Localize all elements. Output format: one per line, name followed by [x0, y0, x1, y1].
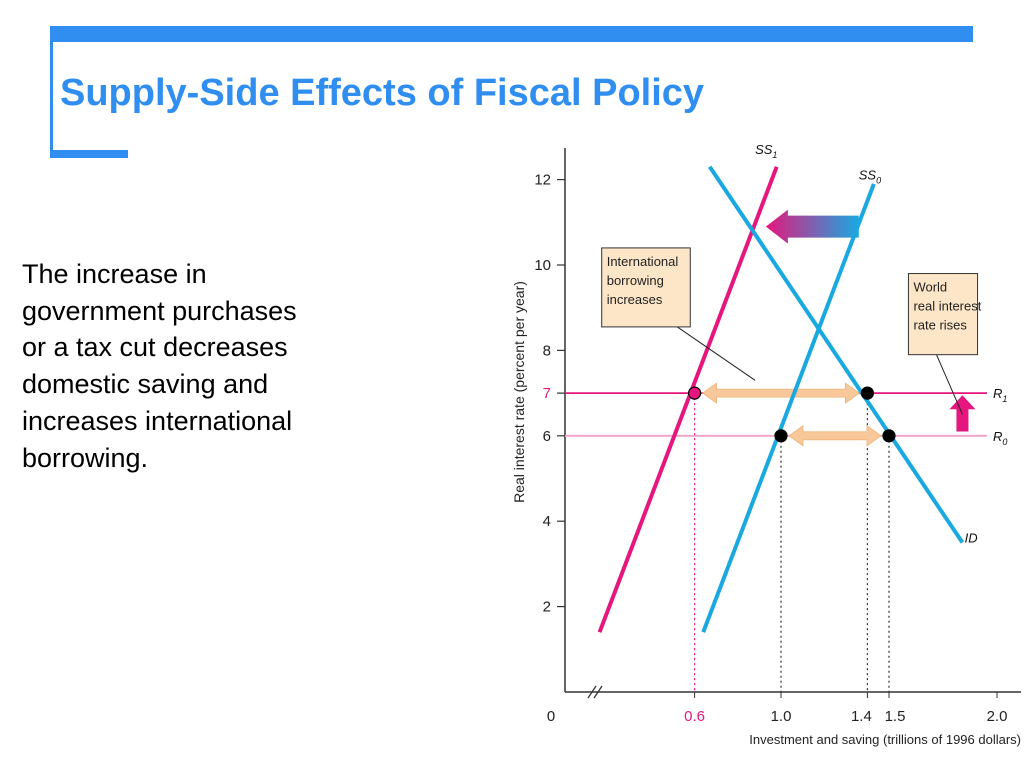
annotation-text: World: [913, 280, 947, 295]
series-label: ID: [965, 531, 978, 546]
x-tick-label: 0.6: [684, 708, 705, 725]
annotation-box: [907, 273, 979, 356]
x-axis-break-mark: [593, 685, 603, 699]
annotation-text: borrowing: [607, 273, 664, 288]
annotation-text: rate rises: [913, 318, 967, 333]
equilibrium-point: [860, 386, 874, 400]
gap-arrow: [701, 382, 861, 404]
title-accent-foot: [50, 150, 128, 158]
x-tick-label: 0: [547, 708, 555, 725]
y-tick-label: 7: [543, 385, 551, 402]
series-line: [597, 166, 779, 633]
gap-arrow: [788, 425, 882, 447]
annotation-text: real interest: [913, 299, 981, 314]
y-axis-title: Real interest rate (percent per year): [511, 281, 527, 503]
x-tick-label: 2.0: [987, 708, 1008, 725]
y-tick-label: 8: [543, 342, 551, 359]
y-tick-label: 2: [543, 599, 551, 616]
annotation-text: International: [607, 254, 679, 269]
series-line: [708, 165, 965, 544]
x-axis-title: Investment and saving (trillions of 1996…: [749, 732, 1021, 747]
reference-line-label: R0: [993, 429, 1007, 447]
annotation-text: increases: [607, 292, 663, 307]
y-tick-label: 10: [534, 257, 551, 274]
x-tick-label: 1.5: [885, 708, 906, 725]
annotation-box: [601, 247, 691, 328]
x-tick-label: 1.4: [851, 708, 872, 725]
title-accent-bar: [50, 26, 973, 42]
x-tick-label: 1.0: [771, 708, 792, 725]
title-accent-side: [50, 26, 53, 158]
equilibrium-point: [688, 386, 702, 400]
supply-shift-arrow: [765, 209, 859, 244]
equilibrium-point: [882, 429, 896, 443]
equilibrium-point: [774, 429, 788, 443]
y-tick-label: 4: [543, 513, 551, 530]
series-label: SS1: [755, 142, 777, 160]
y-tick-label: 12: [534, 172, 551, 189]
x-axis-break-mark: [587, 685, 597, 699]
y-tick-label: 6: [543, 428, 551, 445]
series-line: [701, 183, 876, 633]
annotation-leader: [677, 326, 756, 381]
slide-body-text: The increase in government purchases or …: [22, 259, 297, 473]
fiscal-policy-chart: 2 4 6 7 8 10 12 0 0.6 1.0 1.4 1.5 2.0 Real interest r…: [511, 142, 1021, 747]
reference-line-label: R1: [993, 386, 1007, 404]
slide-title: Supply-Side Effects of Fiscal Policy: [60, 72, 705, 114]
series-label: SS0: [859, 168, 881, 186]
annotation-leader: [936, 354, 963, 415]
